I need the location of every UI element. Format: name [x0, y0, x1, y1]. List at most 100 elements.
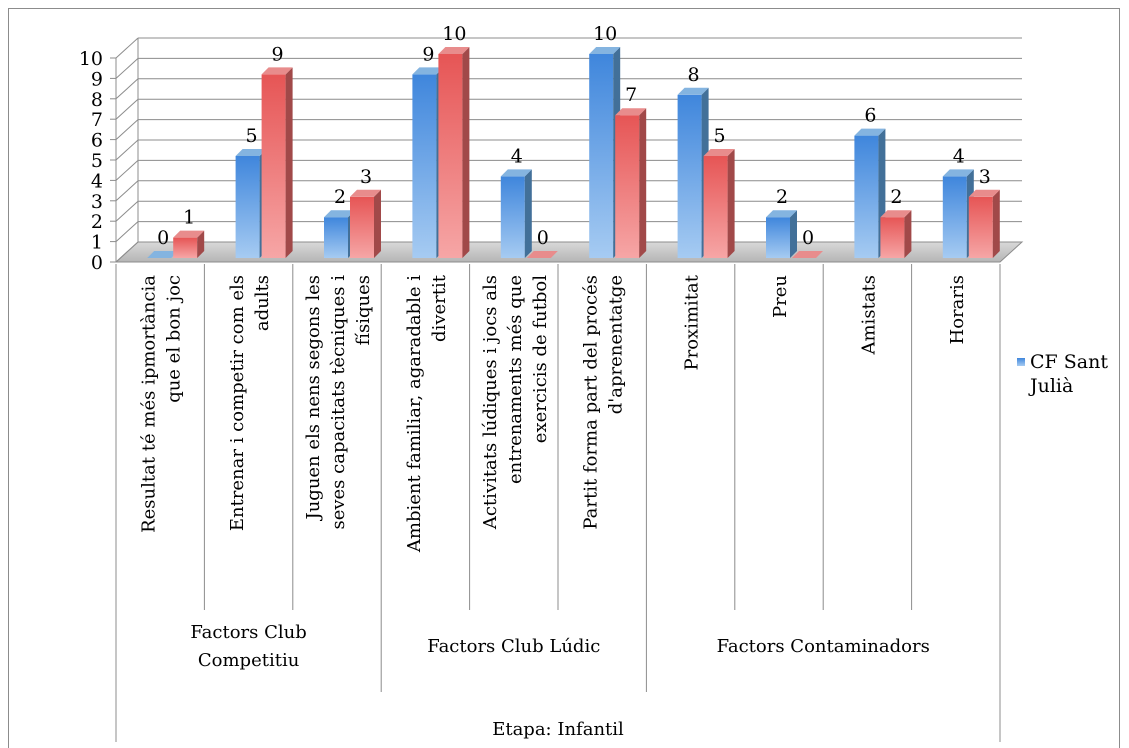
- bar-top: [412, 67, 444, 75]
- data-label: 3: [979, 166, 991, 188]
- bar: [968, 189, 1000, 258]
- data-label: 9: [422, 43, 434, 65]
- data-label: 10: [593, 23, 617, 45]
- bar-front: [173, 237, 198, 258]
- category-label: Amistats: [858, 275, 879, 356]
- bar: [703, 149, 735, 258]
- y-tick-label: 9: [91, 68, 103, 90]
- data-label: 10: [442, 23, 466, 45]
- data-label: 5: [246, 125, 258, 147]
- category-label: Activitats lúdiques i jocs als: [480, 275, 501, 530]
- data-label: 3: [360, 166, 372, 188]
- y-tick-label: 10: [79, 48, 103, 70]
- category-label: adults: [252, 275, 273, 331]
- bar-top: [500, 169, 532, 177]
- bar-front: [235, 156, 260, 258]
- data-label: 9: [272, 43, 284, 65]
- bar-front: [703, 156, 728, 258]
- bar-front: [766, 217, 790, 258]
- bar-top: [324, 210, 355, 218]
- category-label: Ambient familiar, agaradable i: [404, 275, 425, 553]
- bar-front: [854, 135, 879, 258]
- bar-front: [324, 217, 348, 258]
- category-label: entrenaments més que: [505, 275, 526, 484]
- bar-front: [942, 176, 967, 258]
- legend-swatch: [1017, 358, 1025, 366]
- y-tick-label: 4: [91, 170, 103, 192]
- category-label: exercicis de futbol: [530, 275, 551, 443]
- category-label: Entrenar i competir com els: [227, 275, 248, 531]
- bar-top: [792, 251, 823, 258]
- bar-top: [968, 189, 1000, 197]
- bar-top: [147, 251, 179, 258]
- y-tick-label: 0: [91, 252, 103, 274]
- gridline-side: [115, 180, 139, 202]
- bar-side: [904, 210, 912, 258]
- outer-group-label: Etapa: Infantil: [492, 719, 624, 740]
- category-label: Resultat té més ipmortància: [139, 275, 160, 533]
- group-label: Competitiu: [198, 650, 299, 671]
- data-label: 2: [334, 186, 346, 208]
- data-label: 6: [864, 105, 876, 127]
- data-label: 2: [776, 186, 788, 208]
- bar-front: [500, 176, 525, 258]
- gridline-side: [115, 58, 139, 79]
- data-label: 0: [157, 227, 169, 249]
- data-label: 1: [183, 207, 195, 229]
- category-label: divertit: [429, 274, 450, 342]
- bar-front: [412, 74, 437, 259]
- data-label: 0: [802, 227, 814, 249]
- chart-text-layer: 0123456789100159239104010785206243Result…: [79, 23, 1109, 740]
- bar-front: [589, 54, 614, 258]
- data-label: 0: [537, 227, 549, 249]
- y-tick-label: 6: [91, 130, 103, 152]
- y-tick-label: 2: [91, 211, 103, 233]
- category-label: Horaris: [947, 275, 968, 344]
- y-tick-label: 3: [91, 191, 103, 213]
- bar-top: [615, 108, 647, 116]
- category-label: Proximitat: [682, 274, 703, 370]
- bar-top: [677, 87, 709, 95]
- gridline-side: [115, 37, 139, 59]
- bar: [880, 210, 912, 258]
- bar: [261, 67, 293, 259]
- gridline-side: [115, 98, 139, 120]
- bar-front: [615, 115, 640, 258]
- y-tick-label: 8: [91, 89, 103, 111]
- bar-front: [880, 217, 905, 258]
- data-label: 4: [953, 145, 965, 167]
- bar-top: [880, 210, 912, 218]
- bar: [500, 169, 532, 258]
- bar-top: [703, 149, 735, 156]
- bar-side: [790, 210, 797, 258]
- bar-top: [766, 210, 797, 218]
- gridline-side: [115, 241, 139, 263]
- bar: [438, 47, 470, 258]
- category-label: d'aprenentatge: [606, 275, 627, 414]
- legend-label: CF Sant: [1030, 351, 1108, 373]
- category-label: que el bon joc: [164, 275, 185, 403]
- group-label: Factors Club Lúdic: [427, 636, 600, 657]
- bar-top: [854, 128, 886, 136]
- bar-top: [942, 169, 974, 177]
- bar-side: [285, 67, 293, 259]
- bar-top: [438, 47, 470, 54]
- bar-front: [261, 74, 286, 259]
- bar-top: [173, 230, 205, 238]
- bar-top: [350, 189, 381, 197]
- category-label: Partit forma part del procés: [581, 275, 602, 530]
- bar-side: [639, 108, 647, 258]
- bar-front: [677, 94, 702, 258]
- category-label: Juguen els nens segons les: [303, 275, 324, 522]
- gridline-side: [115, 221, 139, 242]
- bar-front: [438, 54, 463, 258]
- data-label: 4: [511, 145, 523, 167]
- category-label: Preu: [770, 275, 791, 318]
- y-tick-label: 5: [91, 150, 103, 172]
- bar: [766, 210, 797, 258]
- gridline-side: [115, 200, 139, 222]
- bar-side: [524, 169, 532, 258]
- data-label: 8: [688, 64, 700, 86]
- y-tick-label: 7: [91, 109, 103, 131]
- category-label: físiques: [353, 275, 374, 345]
